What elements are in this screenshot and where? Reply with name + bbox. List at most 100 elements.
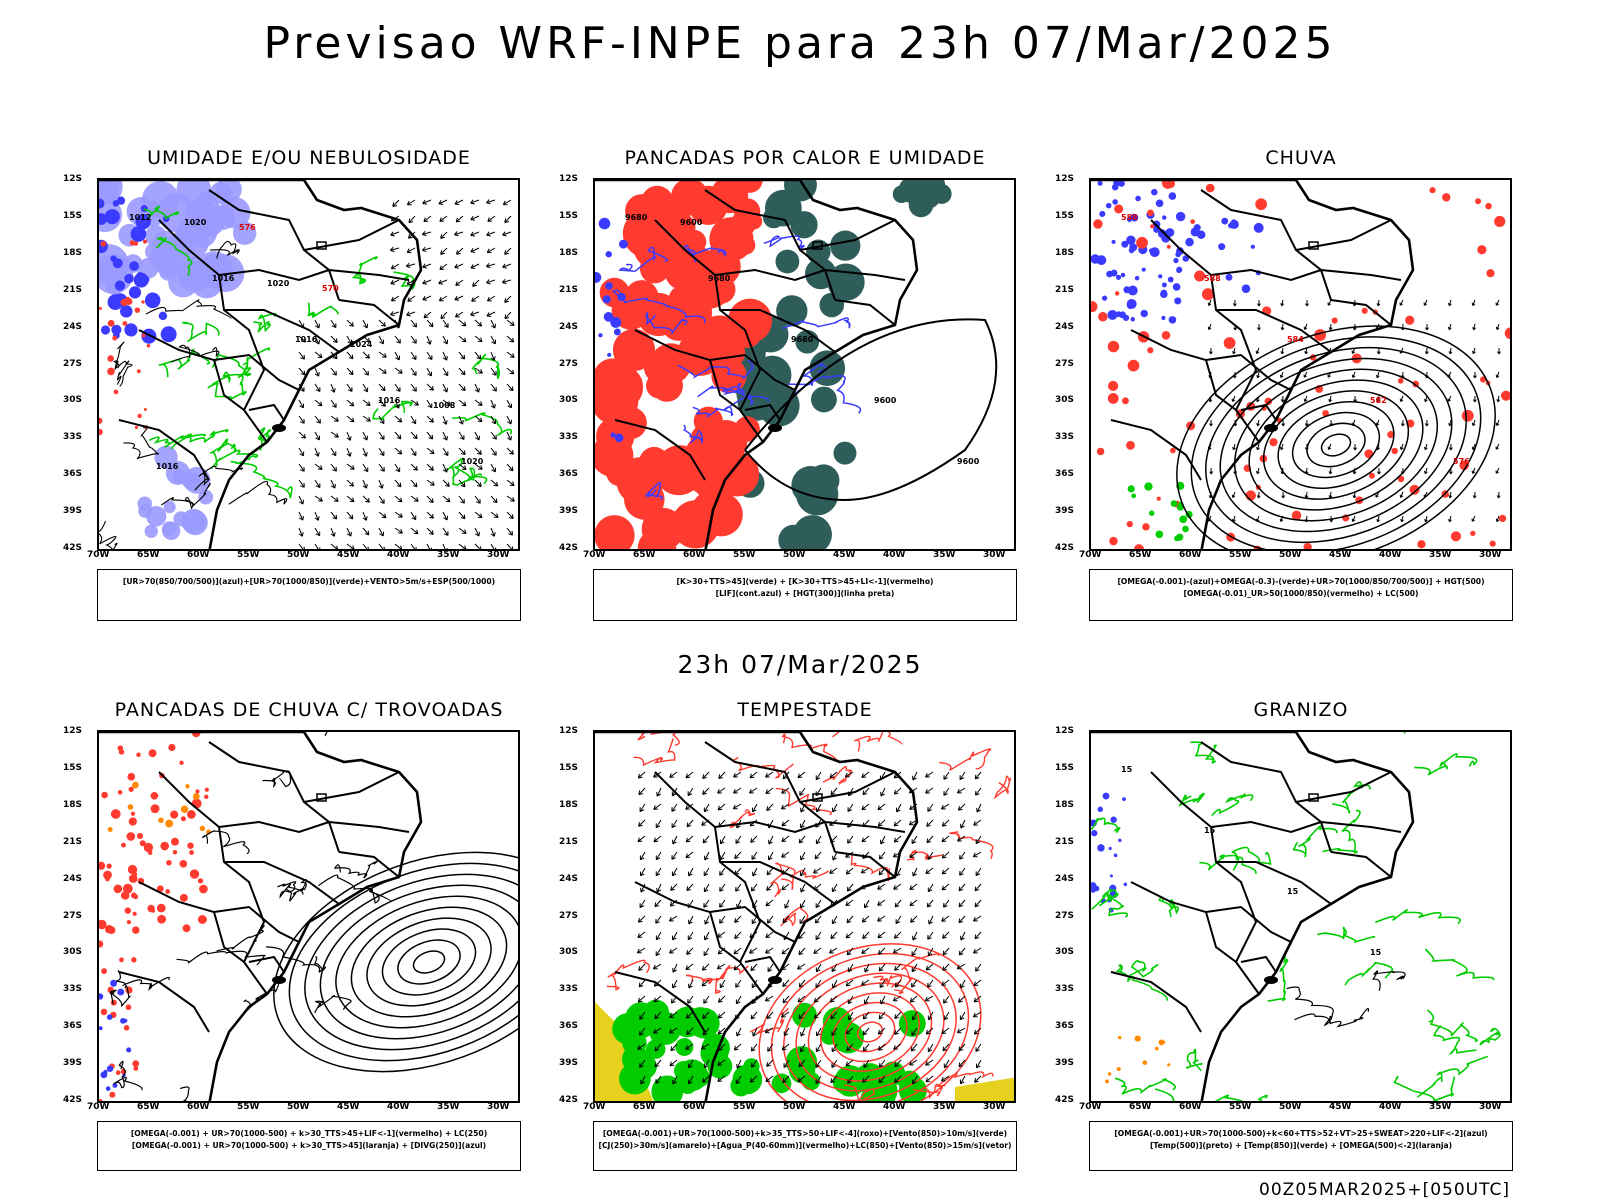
wind-arrow	[362, 463, 369, 472]
wind-arrow-head	[655, 935, 661, 941]
wind-arrow-head	[765, 949, 770, 954]
wind-arrow-head	[766, 886, 771, 891]
wind-arrow	[943, 787, 950, 796]
map-panel	[97, 730, 520, 1103]
wind-arrow-head	[454, 200, 460, 205]
lat-tick-label: 42S	[559, 543, 579, 553]
wind-arrow	[1423, 299, 1428, 306]
wind-arrow-head	[427, 355, 433, 360]
wind-arrow	[394, 351, 400, 361]
wind-arrow-head	[332, 514, 338, 520]
contour-line	[228, 480, 288, 505]
wind-arrow	[688, 867, 694, 877]
streamline-contour	[770, 952, 970, 1101]
wind-arrow-head	[815, 1047, 821, 1053]
wind-arrow-head	[815, 839, 821, 845]
wind-arrow	[1305, 491, 1308, 499]
wind-arrow-head	[333, 497, 339, 502]
state-border	[1330, 299, 1392, 326]
wind-arrow-head	[454, 295, 460, 301]
wind-arrow-head	[910, 918, 915, 923]
wind-arrow-head	[799, 919, 805, 924]
wind-arrow-head	[975, 839, 981, 845]
coastline	[99, 732, 423, 1101]
wind-arrow-head	[1256, 446, 1260, 451]
wind-arrow	[474, 543, 481, 549]
wind-arrow	[960, 819, 966, 829]
wind-arrow-head	[639, 1063, 644, 1068]
wind-arrow	[687, 931, 694, 940]
wind-arrow-head	[314, 452, 320, 457]
wind-arrow	[298, 447, 304, 457]
wind-arrow	[767, 915, 774, 924]
wind-arrow	[1329, 491, 1332, 499]
wind-arrow	[1208, 299, 1212, 306]
wind-arrow	[346, 527, 352, 537]
lat-tick-label: 33S	[63, 432, 83, 443]
field-patch	[158, 817, 164, 824]
wind-arrow-head	[687, 998, 692, 1004]
wind-arrow-head	[733, 772, 738, 778]
wind-arrow-head	[492, 451, 497, 456]
wind-arrow	[410, 335, 417, 344]
wind-arrow-head	[847, 967, 853, 973]
wind-arrow-head	[461, 321, 467, 327]
wind-arrow-head	[470, 231, 475, 237]
streamline-contour	[1306, 422, 1366, 468]
field-patch	[1108, 380, 1119, 392]
lat-tick-label: 21S	[63, 284, 83, 295]
wind-arrow-head	[957, 836, 962, 842]
wind-arrow-head	[861, 837, 867, 843]
wind-arrow	[863, 1059, 870, 1068]
wind-arrow-head	[509, 450, 514, 455]
field-patch	[610, 316, 622, 328]
wind-arrow-head	[863, 1063, 868, 1068]
field-patch	[1127, 217, 1132, 223]
wind-arrow	[847, 803, 854, 812]
lon-tick-label: 40W	[1379, 550, 1402, 560]
wind-arrow	[925, 771, 934, 778]
state-border	[720, 309, 836, 353]
wind-arrow-head	[687, 791, 693, 797]
wind-arrow-head	[718, 774, 724, 779]
wind-arrow-head	[380, 499, 385, 504]
wind-arrow-head	[458, 419, 464, 425]
wind-arrow-head	[502, 200, 508, 206]
wind-arrow-head	[1352, 327, 1357, 331]
wind-arrow-head	[1424, 351, 1429, 355]
state-border	[1320, 269, 1402, 281]
wind-arrow-head	[861, 949, 867, 954]
wind-arrow-head	[1423, 494, 1428, 498]
wind-arrow-head	[461, 337, 467, 343]
wind-arrow	[458, 543, 467, 549]
contour-line	[692, 397, 744, 418]
wind-arrow-head	[365, 498, 370, 503]
streamline-contour	[319, 884, 518, 1040]
wind-arrow	[474, 399, 483, 406]
wind-arrow-head	[781, 789, 786, 794]
field-patch	[116, 196, 126, 205]
contour-line	[618, 246, 668, 273]
wind-arrow-head	[411, 515, 417, 521]
wind-arrow-head	[445, 482, 450, 487]
field-patch	[141, 333, 146, 338]
wind-arrow-head	[719, 918, 724, 924]
field-patch	[1161, 282, 1167, 288]
wind-arrow-head	[911, 1015, 917, 1021]
streamline-contour	[381, 928, 477, 996]
wind-arrow-head	[347, 387, 353, 392]
wind-arrow-head	[491, 467, 497, 473]
contour-line	[775, 787, 832, 816]
field-patch	[1118, 180, 1125, 187]
state-border	[714, 268, 826, 282]
wind-arrow-head	[734, 918, 739, 923]
wind-arrow	[925, 1059, 934, 1066]
wind-arrow	[861, 915, 870, 923]
field-patch	[1147, 209, 1154, 217]
wind-arrow	[378, 367, 387, 374]
wind-arrow	[815, 1043, 822, 1052]
wind-arrow-head	[877, 933, 883, 939]
lat-tick-label: 15S	[63, 210, 83, 221]
map-marker	[1308, 241, 1319, 250]
wind-arrow	[878, 1011, 886, 1020]
